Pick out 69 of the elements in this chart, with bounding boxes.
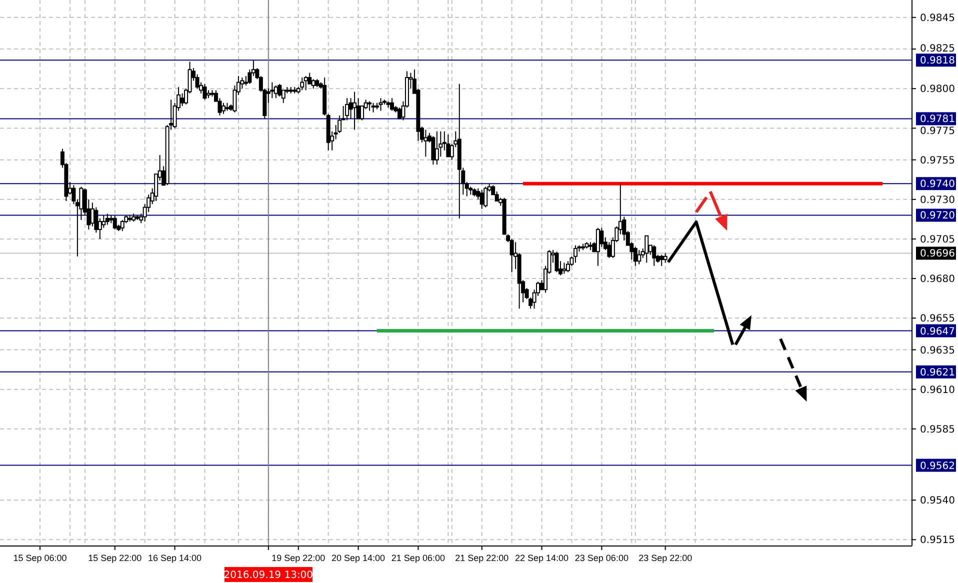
candlestick (202, 83, 207, 100)
x-tick-label: 21 Sep 06:00 (391, 553, 445, 563)
candlestick (378, 98, 383, 112)
y-tick-label: 0.9800 (920, 84, 955, 96)
candlestick (573, 244, 578, 264)
ref-line-label: 0.9818 (920, 56, 955, 67)
candlestick (105, 213, 110, 226)
candlestick (637, 250, 642, 265)
y-tick-label: 0.9655 (920, 314, 955, 325)
ref-line-label: 0.9781 (920, 114, 955, 126)
y-tick-label: 0.9635 (920, 345, 955, 356)
candlestick (221, 102, 226, 114)
y-tick-label: 0.9585 (920, 424, 955, 436)
candlestick (311, 78, 316, 90)
candlestick (102, 214, 106, 228)
ref-line-label: 0.9696 (920, 248, 955, 260)
y-tick-label: 0.9515 (920, 535, 955, 546)
candlestick (345, 98, 350, 121)
candlestick (633, 246, 638, 266)
ref-line-label: 0.9562 (920, 460, 955, 472)
y-tick-label: 0.9540 (920, 496, 955, 507)
ref-line-label: 0.9647 (920, 326, 955, 338)
candlestick (554, 251, 559, 273)
candlestick (431, 136, 436, 166)
y-tick-label: 0.9825 (920, 44, 955, 55)
candlestick (424, 129, 428, 158)
x-tick-label: 15 Sep 22:00 (88, 553, 142, 563)
candlestick (278, 83, 282, 98)
candlestick (652, 244, 656, 266)
x-tick-label: 2016.09.19 13:00 (224, 570, 314, 581)
candlestick (300, 77, 304, 91)
candlestick (390, 98, 394, 112)
candlestick (368, 100, 372, 112)
x-tick-label: 22 Sep 14:00 (514, 553, 569, 563)
ref-line-label: 0.9740 (920, 179, 955, 190)
ref-line-label: 0.9621 (920, 367, 955, 378)
candlestick (644, 235, 649, 264)
y-tick-label: 0.9610 (920, 384, 955, 396)
y-tick-label: 0.9755 (920, 155, 955, 166)
candlestick (484, 186, 488, 208)
candlestick (352, 91, 357, 130)
x-tick-label: 19 Sep 22:00 (272, 553, 326, 563)
candlestick (660, 254, 664, 266)
candlestick (566, 260, 570, 273)
y-tick-label: 0.9730 (920, 194, 955, 206)
y-tick-label: 0.9680 (920, 274, 955, 286)
x-tick-label: 23 Sep 22:00 (638, 553, 692, 563)
candlestick (663, 252, 668, 264)
candlestick (112, 214, 117, 230)
candlestick (270, 82, 274, 99)
x-tick-label: 21 Sep 22:00 (455, 553, 509, 563)
y-tick-label: 0.9845 (920, 12, 955, 24)
x-tick-label: 20 Sep 14:00 (332, 553, 386, 563)
candlestick (446, 134, 450, 158)
candlestick (510, 238, 514, 273)
x-tick-label: 16 Sep 14:00 (148, 553, 202, 563)
candlestick (596, 227, 600, 266)
candlestick (180, 92, 184, 107)
candlestick (274, 84, 278, 99)
ref-line-label: 0.9720 (920, 210, 955, 222)
candlestick (607, 242, 612, 258)
x-tick-label: 15 Sep 06:00 (13, 553, 67, 563)
candlestick (371, 102, 376, 113)
y-tick-label: 0.9775 (920, 126, 955, 138)
candlestick (434, 130, 439, 166)
candlestick (562, 262, 566, 274)
x-tick-label: 23 Sep 06:00 (574, 553, 628, 563)
y-tick-label: 0.9705 (920, 234, 955, 246)
candlestick (120, 219, 124, 232)
